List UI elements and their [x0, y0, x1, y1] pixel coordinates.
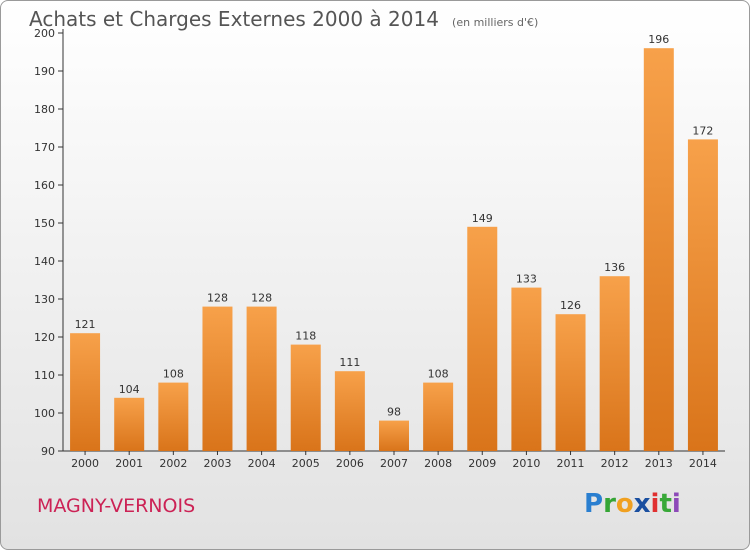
y-tick-label: 150	[34, 217, 55, 230]
bar	[246, 306, 277, 451]
bar	[70, 333, 101, 451]
x-tick-label: 2008	[424, 457, 452, 470]
data-label: 126	[560, 299, 581, 312]
y-tick-label: 200	[34, 27, 55, 40]
data-label: 108	[163, 368, 184, 381]
x-tick-label: 2009	[468, 457, 496, 470]
bar	[599, 276, 630, 451]
x-tick-label: 2010	[512, 457, 540, 470]
y-tick-label: 190	[34, 65, 55, 78]
data-labels: 121 104 108 128 128 118 111 98 108 149 133 126 136 19…	[75, 33, 714, 418]
bar	[290, 344, 321, 451]
x-tick-label: 2014	[689, 457, 717, 470]
bar	[423, 382, 454, 451]
brand-logo: Proxiti	[584, 489, 681, 519]
data-label: 133	[516, 273, 537, 286]
title-row: Achats et Charges Externes 2000 à 2014 (…	[29, 7, 538, 31]
x-tick-label: 2003	[203, 457, 231, 470]
y-tick-label: 180	[34, 103, 55, 116]
data-label: 104	[119, 383, 140, 396]
data-label: 98	[387, 406, 401, 419]
commune-name: MAGNY-VERNOIS	[37, 495, 196, 517]
data-label: 128	[251, 292, 272, 305]
y-tick-label: 160	[34, 179, 55, 192]
axes: 90 100 110 120 130 140 150 160 170 180 190 200 2000 2…	[34, 27, 725, 470]
data-label: 108	[428, 368, 449, 381]
x-tick-label: 2006	[336, 457, 364, 470]
x-tick-label: 2012	[601, 457, 629, 470]
y-tick-label: 140	[34, 255, 55, 268]
bar	[334, 371, 365, 451]
bar	[511, 287, 542, 451]
y-tick-label: 120	[34, 331, 55, 344]
chart-title: Achats et Charges Externes 2000 à 2014	[29, 7, 439, 31]
data-label: 111	[339, 356, 360, 369]
y-tick-label: 90	[41, 445, 55, 458]
y-tick-label: 110	[34, 369, 55, 382]
x-tick-label: 2005	[292, 457, 320, 470]
data-label: 121	[75, 318, 96, 331]
x-tick-label: 2011	[557, 457, 585, 470]
y-tick-label: 130	[34, 293, 55, 306]
data-label: 172	[692, 124, 713, 137]
data-label: 136	[604, 261, 625, 274]
data-label: 149	[472, 212, 493, 225]
bar	[158, 382, 189, 451]
x-tick-label: 2001	[115, 457, 143, 470]
bar	[643, 48, 674, 451]
bar	[114, 397, 145, 451]
bar	[687, 139, 718, 451]
x-tick-label: 2013	[645, 457, 673, 470]
bars	[70, 48, 718, 451]
y-tick-label: 170	[34, 141, 55, 154]
y-tick-label: 100	[34, 407, 55, 420]
data-label: 118	[295, 330, 316, 343]
data-label: 128	[207, 292, 228, 305]
data-label: 196	[648, 33, 669, 46]
x-tick-label: 2002	[159, 457, 187, 470]
x-tick-label: 2000	[71, 457, 99, 470]
bar	[467, 226, 498, 451]
x-tick-label: 2004	[248, 457, 276, 470]
bar	[379, 420, 409, 451]
bar	[202, 306, 233, 451]
bar	[555, 314, 586, 451]
chart-unit: (en milliers d'€)	[452, 16, 539, 29]
x-tick-label: 2007	[380, 457, 408, 470]
